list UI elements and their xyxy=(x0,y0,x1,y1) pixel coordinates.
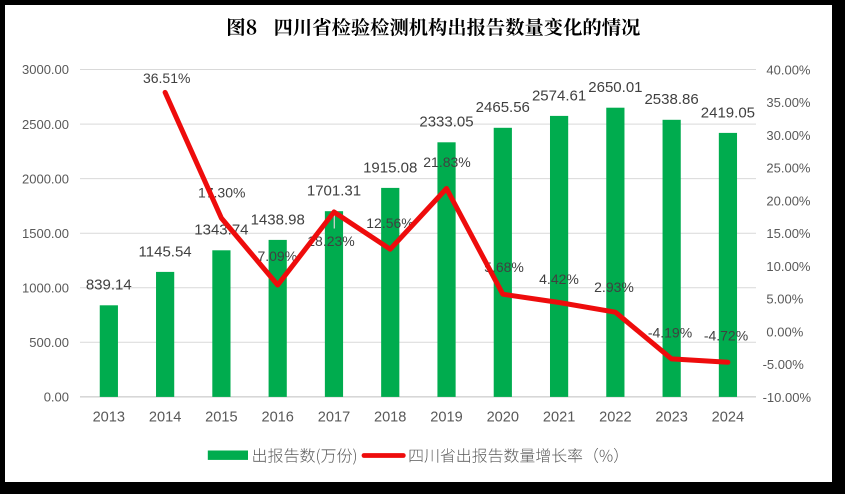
svg-text:7.09%: 7.09% xyxy=(257,248,297,264)
svg-text:2018: 2018 xyxy=(374,410,406,426)
svg-text:2017: 2017 xyxy=(318,410,350,426)
svg-text:2024: 2024 xyxy=(712,410,744,426)
svg-text:3000.00: 3000.00 xyxy=(22,62,69,77)
svg-text:2650.01: 2650.01 xyxy=(588,79,642,96)
svg-text:20.00%: 20.00% xyxy=(766,193,811,208)
svg-text:-5.00%: -5.00% xyxy=(763,357,805,372)
svg-text:1701.31: 1701.31 xyxy=(307,183,361,200)
svg-text:2022: 2022 xyxy=(599,410,631,426)
svg-text:2500.00: 2500.00 xyxy=(22,117,69,132)
svg-text:2.93%: 2.93% xyxy=(594,279,634,295)
svg-text:18.23%: 18.23% xyxy=(307,233,354,249)
svg-text:12.56%: 12.56% xyxy=(366,215,413,231)
svg-text:2000.00: 2000.00 xyxy=(22,171,69,186)
svg-text:0.00: 0.00 xyxy=(44,390,69,405)
svg-text:2014: 2014 xyxy=(149,410,181,426)
svg-text:1343.74: 1343.74 xyxy=(194,222,248,239)
svg-text:1000.00: 1000.00 xyxy=(22,281,69,296)
svg-text:2574.61: 2574.61 xyxy=(532,87,586,104)
svg-text:2419.05: 2419.05 xyxy=(701,104,755,121)
svg-text:25.00%: 25.00% xyxy=(766,161,811,176)
svg-text:2333.05: 2333.05 xyxy=(419,114,473,131)
svg-text:1915.08: 1915.08 xyxy=(363,159,417,176)
svg-text:839.14: 839.14 xyxy=(86,277,132,294)
svg-text:0.00%: 0.00% xyxy=(766,324,803,339)
svg-text:15.00%: 15.00% xyxy=(766,226,811,241)
svg-text:500.00: 500.00 xyxy=(29,335,69,350)
svg-text:2538.86: 2538.86 xyxy=(644,91,698,108)
svg-text:2019: 2019 xyxy=(430,410,462,426)
svg-text:2465.56: 2465.56 xyxy=(476,99,530,116)
svg-text:4.42%: 4.42% xyxy=(539,271,579,287)
svg-text:5.00%: 5.00% xyxy=(766,292,803,307)
svg-text:5.68%: 5.68% xyxy=(484,259,524,275)
svg-text:10.00%: 10.00% xyxy=(766,259,811,274)
svg-text:35.00%: 35.00% xyxy=(766,95,811,110)
svg-text:21.83%: 21.83% xyxy=(423,154,470,170)
svg-text:1500.00: 1500.00 xyxy=(22,226,69,241)
svg-text:-4.19%: -4.19% xyxy=(648,325,692,341)
svg-text:-4.72%: -4.72% xyxy=(704,328,748,344)
svg-text:2021: 2021 xyxy=(543,410,575,426)
svg-text:36.51%: 36.51% xyxy=(143,70,190,86)
svg-text:1145.54: 1145.54 xyxy=(139,243,192,260)
svg-text:2013: 2013 xyxy=(93,410,125,426)
svg-text:2015: 2015 xyxy=(205,410,237,426)
svg-text:30.00%: 30.00% xyxy=(766,128,811,143)
svg-text:2023: 2023 xyxy=(655,410,687,426)
svg-text:1438.98: 1438.98 xyxy=(251,211,305,228)
svg-text:2020: 2020 xyxy=(487,410,519,426)
svg-text:40.00%: 40.00% xyxy=(766,62,811,77)
svg-text:2016: 2016 xyxy=(261,410,293,426)
svg-text:-10.00%: -10.00% xyxy=(763,390,812,405)
